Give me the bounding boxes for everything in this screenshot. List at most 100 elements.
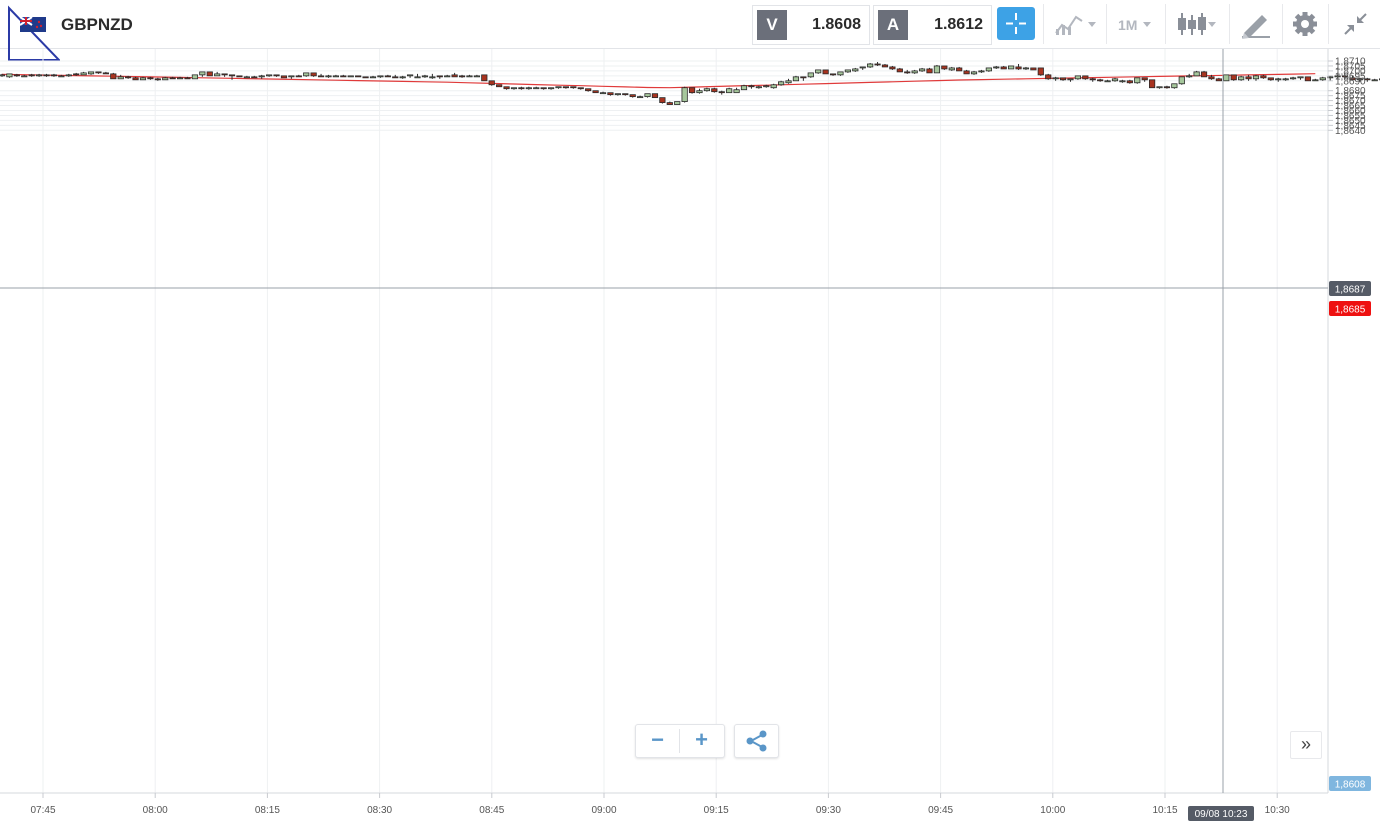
- candle: [1022, 66, 1030, 70]
- candle: [392, 74, 399, 79]
- candle: [458, 74, 466, 78]
- crosshair-price-label: 1,8687: [1335, 285, 1366, 296]
- candle-body: [377, 75, 384, 78]
- candle-body: [681, 87, 688, 102]
- candle-body: [1171, 83, 1178, 89]
- zoom-in-button[interactable]: +: [695, 727, 708, 752]
- candle-body: [859, 66, 866, 69]
- candle: [696, 88, 703, 94]
- candle: [191, 74, 199, 80]
- candle-body: [1334, 75, 1341, 78]
- candle-body: [273, 74, 280, 77]
- candle: [904, 69, 911, 74]
- price-tick-label: 1,8690: [1335, 76, 1366, 87]
- candle-body: [147, 77, 154, 80]
- candle: [837, 71, 844, 76]
- settings-button[interactable]: [1288, 5, 1324, 43]
- candle-body: [829, 73, 837, 76]
- candle-body: [599, 92, 607, 95]
- candle-body: [1149, 79, 1156, 89]
- candle-body: [1223, 74, 1230, 82]
- candle: [792, 75, 800, 82]
- candle-body: [703, 88, 711, 92]
- candle: [169, 76, 176, 80]
- candle: [1356, 77, 1363, 82]
- draw-tools-button[interactable]: [1236, 5, 1276, 43]
- candle-body: [1074, 75, 1081, 80]
- time-tick-label: 09:30: [816, 805, 841, 816]
- candle-style-button[interactable]: [1170, 5, 1224, 43]
- candle-body: [332, 75, 340, 78]
- candle: [681, 86, 688, 103]
- sell-quote-button[interactable]: V 1.8608: [752, 5, 870, 45]
- price-tick-label: 1,8705: [1335, 61, 1366, 72]
- candle: [637, 95, 644, 99]
- candle: [110, 72, 117, 80]
- candle-body: [896, 68, 903, 73]
- price-chart[interactable]: 1,87101,87051,87001,86951,86901,86801,86…: [0, 49, 1380, 822]
- candle: [473, 74, 480, 78]
- crosshair-toggle-button[interactable]: [997, 7, 1035, 40]
- price-tick-label: 1,8680: [1335, 86, 1366, 97]
- candle-body: [266, 74, 273, 77]
- candle-body: [466, 75, 473, 78]
- buy-label: A: [878, 10, 908, 40]
- candle-body: [80, 72, 87, 76]
- candle-body: [496, 84, 503, 88]
- candle-body: [251, 76, 258, 79]
- candle-body: [191, 74, 199, 80]
- candle: [755, 85, 762, 89]
- candle-body: [406, 74, 414, 77]
- candle: [778, 80, 785, 86]
- candle-body: [421, 75, 429, 78]
- candle-body: [1371, 79, 1378, 82]
- candle: [733, 87, 740, 94]
- candle-body: [555, 86, 562, 89]
- candle: [585, 88, 592, 92]
- crosshair-icon: [1006, 13, 1026, 34]
- candle: [251, 75, 258, 79]
- candle: [362, 76, 369, 79]
- candle-body: [1215, 78, 1222, 82]
- candle: [1089, 77, 1096, 82]
- candle-body: [125, 76, 132, 79]
- buy-quote-button[interactable]: A 1.8612: [873, 5, 992, 45]
- candle-body: [637, 96, 644, 99]
- candle: [154, 77, 161, 81]
- time-tick-label: 09:45: [928, 805, 953, 816]
- chevron-down-icon: [1143, 22, 1151, 27]
- candle-body: [547, 87, 555, 90]
- candle: [0, 73, 6, 77]
- candle: [896, 67, 903, 73]
- toolbar-divider: [1282, 4, 1283, 44]
- candle-body: [258, 75, 265, 78]
- time-tick-label: 09:00: [591, 805, 616, 816]
- candle: [547, 87, 555, 90]
- candle: [1364, 77, 1371, 82]
- candle: [993, 65, 1000, 69]
- zoom-out-button[interactable]: −: [651, 727, 664, 752]
- current-price-label: 1,8685: [1335, 305, 1366, 316]
- candle: [1312, 78, 1319, 82]
- candle-body: [1045, 74, 1052, 80]
- candle: [1267, 77, 1274, 81]
- candle: [1037, 67, 1044, 76]
- candle: [533, 86, 540, 90]
- timeframe-button[interactable]: 1M: [1112, 5, 1162, 43]
- candle: [1186, 73, 1193, 78]
- bid-price-tag: 1,8608: [1329, 776, 1371, 791]
- crosshair: [0, 49, 1328, 793]
- scroll-to-latest-button[interactable]: »: [1290, 731, 1322, 759]
- candle: [748, 84, 755, 89]
- candle: [599, 91, 607, 95]
- candle: [948, 66, 955, 71]
- time-tick-label: 10:00: [1040, 805, 1065, 816]
- share-button[interactable]: [734, 724, 779, 758]
- candle-body: [21, 75, 28, 78]
- candle-body: [436, 75, 443, 78]
- candle: [666, 101, 673, 105]
- candle-body: [1163, 86, 1171, 89]
- candle: [21, 74, 28, 78]
- chart-type-button[interactable]: [1050, 5, 1100, 43]
- collapse-button[interactable]: [1336, 5, 1372, 43]
